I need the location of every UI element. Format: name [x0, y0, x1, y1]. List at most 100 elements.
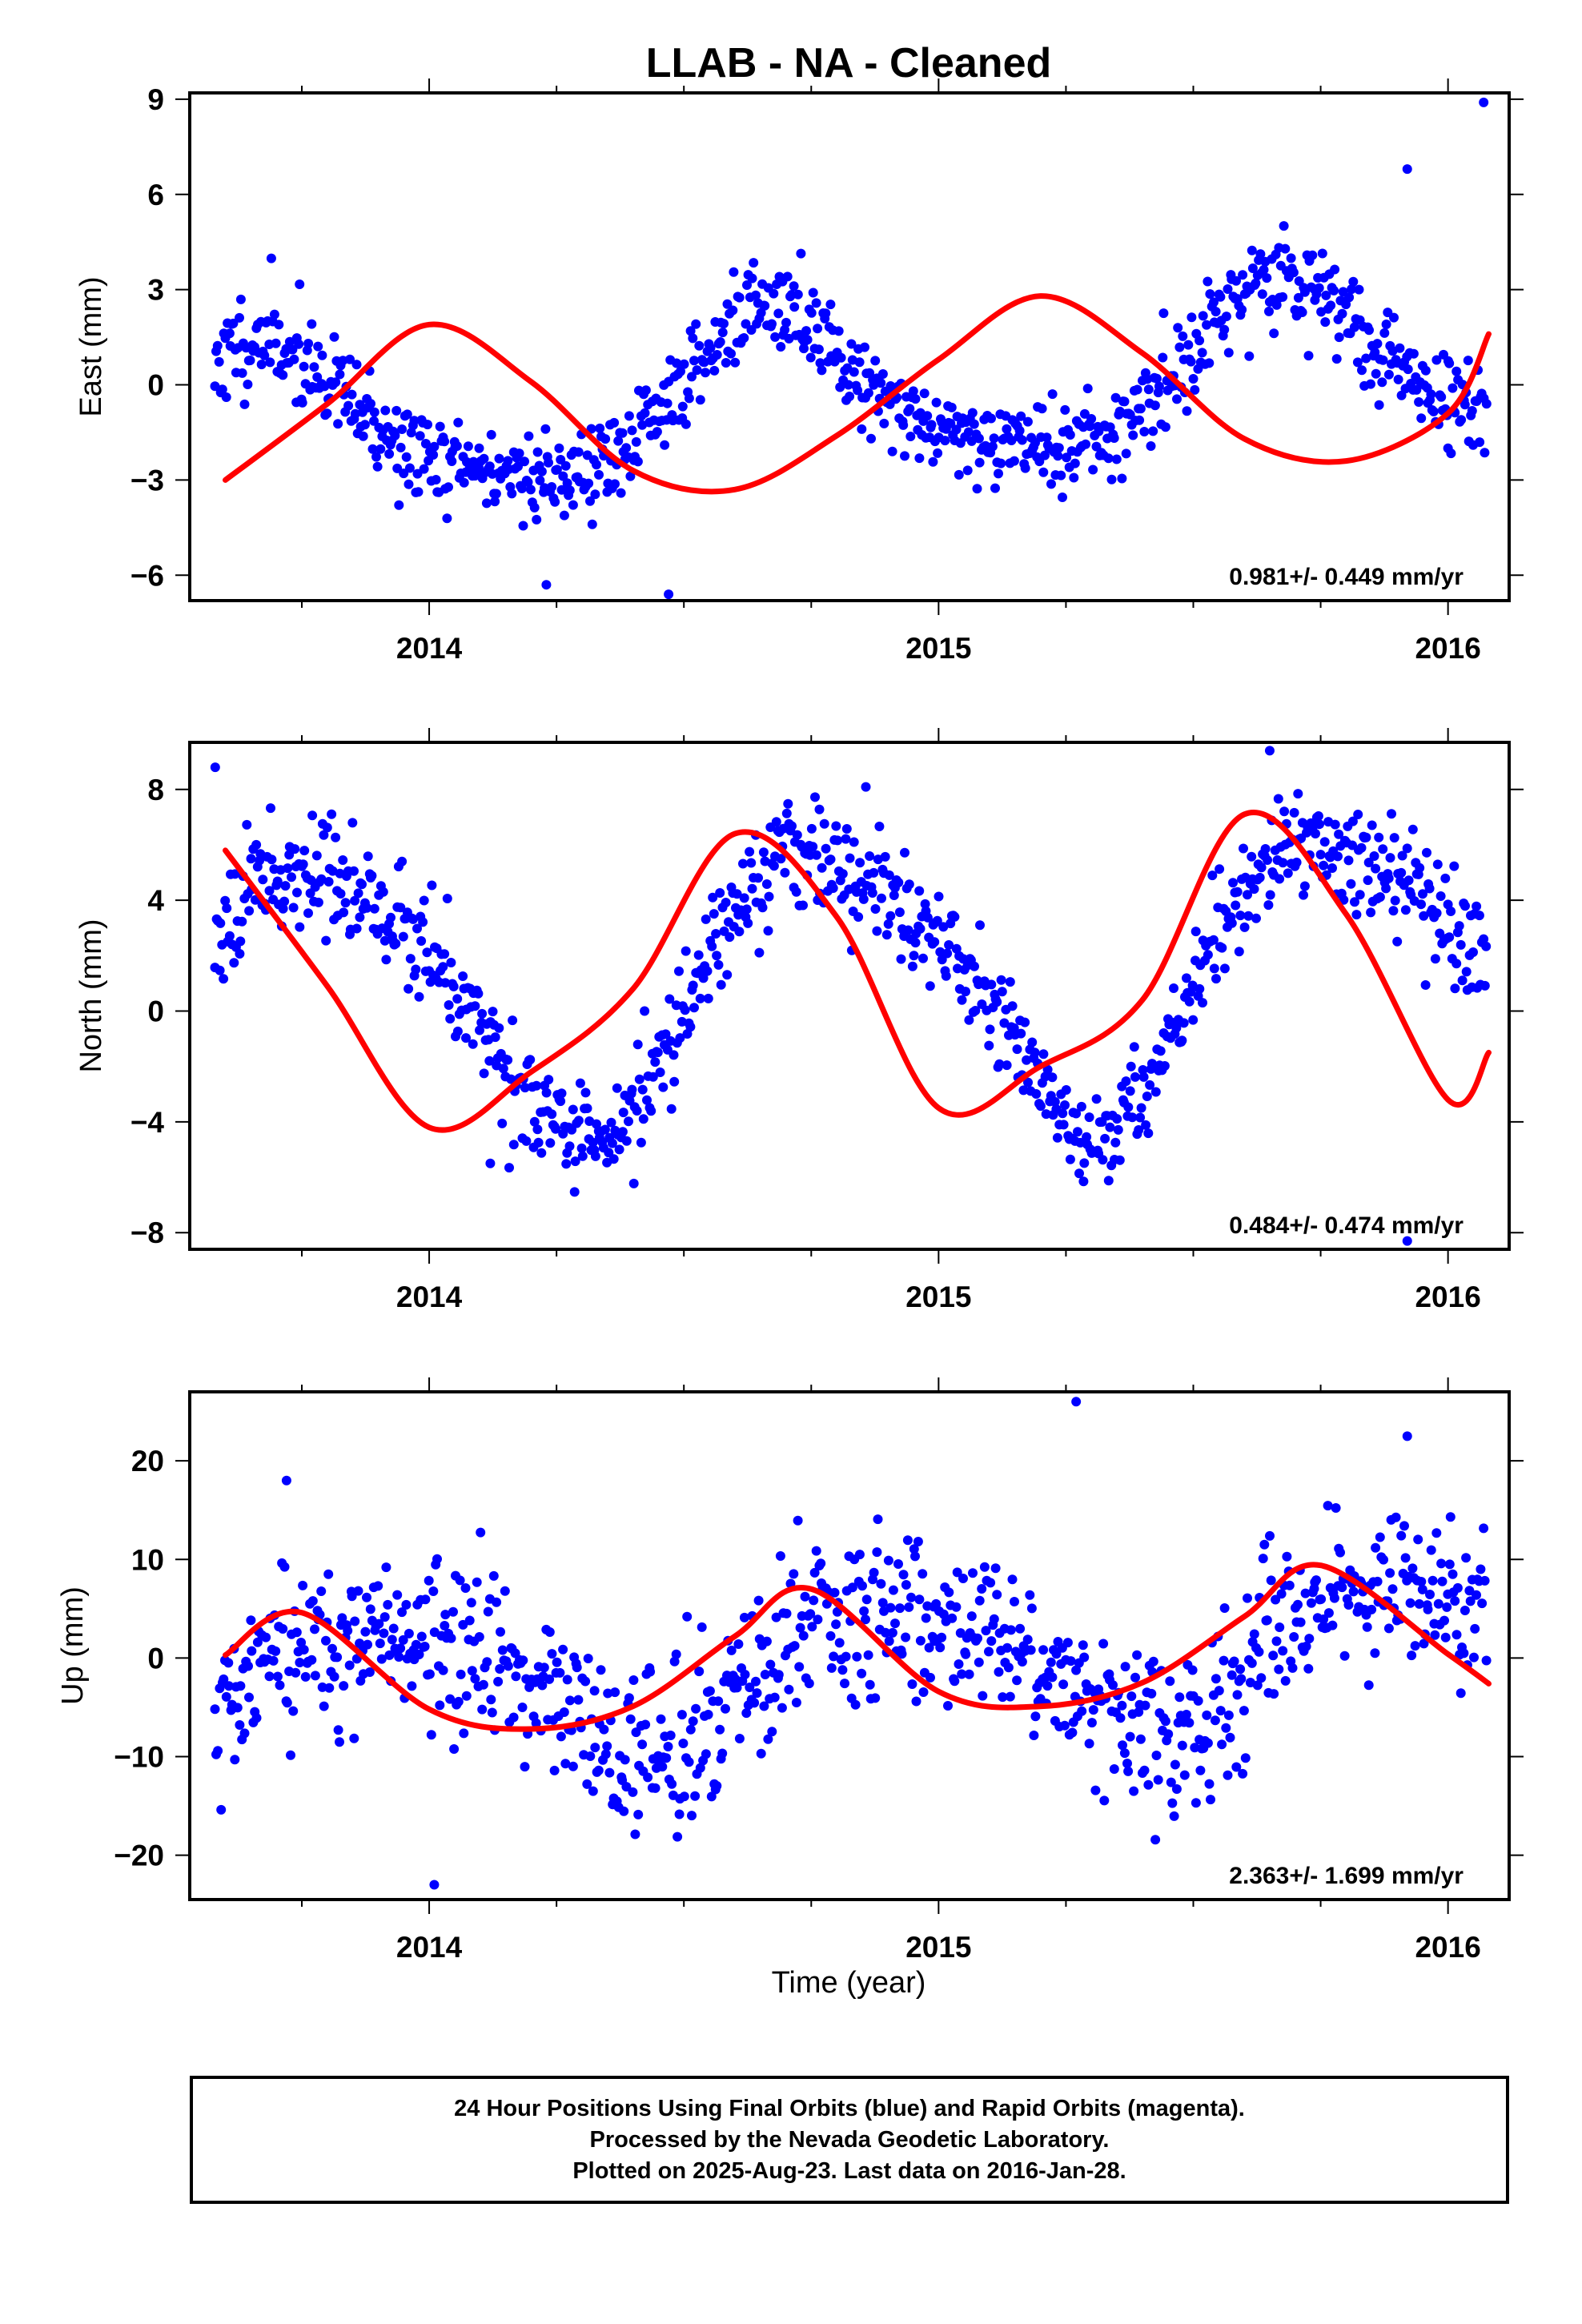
- data-point: [907, 961, 917, 971]
- data-point: [1388, 906, 1399, 916]
- x-tick-label: 2014: [396, 1931, 463, 1964]
- data-point: [379, 1628, 389, 1638]
- data-point: [996, 458, 1006, 468]
- data-point: [807, 1622, 817, 1632]
- data-point: [1300, 1588, 1311, 1598]
- data-point: [769, 288, 779, 299]
- data-point: [1187, 1665, 1198, 1675]
- data-point: [726, 1645, 737, 1655]
- data-point: [347, 389, 357, 400]
- fit-curve: [223, 293, 1492, 495]
- data-point: [228, 318, 239, 328]
- data-point: [883, 919, 893, 929]
- data-point: [926, 1672, 935, 1683]
- data-point: [235, 949, 245, 959]
- data-point: [1279, 806, 1290, 817]
- data-point: [730, 357, 741, 368]
- y-axis-label: East (mm): [74, 276, 108, 416]
- data-point: [556, 485, 567, 495]
- data-point: [1289, 1632, 1299, 1642]
- data-point: [1126, 1691, 1137, 1702]
- data-point: [289, 354, 299, 364]
- data-point: [1202, 320, 1212, 330]
- data-point: [610, 479, 620, 489]
- data-point: [677, 1710, 687, 1720]
- data-point: [834, 1638, 845, 1648]
- data-point: [1186, 356, 1196, 367]
- data-point: [577, 1151, 588, 1161]
- data-point: [521, 1136, 532, 1146]
- data-point: [854, 357, 865, 368]
- data-point: [791, 1698, 801, 1707]
- data-point: [1142, 1092, 1152, 1101]
- data-point: [1352, 357, 1363, 368]
- data-point: [459, 1728, 469, 1739]
- data-point: [602, 1741, 612, 1751]
- data-point: [1135, 1734, 1146, 1744]
- data-point: [558, 1644, 568, 1655]
- data-point: [742, 280, 752, 290]
- data-point: [854, 1550, 865, 1560]
- data-point: [407, 1681, 417, 1691]
- data-point: [1297, 308, 1307, 317]
- data-point: [640, 1719, 651, 1730]
- data-point: [369, 903, 379, 914]
- data-point: [396, 442, 406, 452]
- data-point: [931, 1598, 942, 1609]
- data-point: [402, 409, 412, 420]
- data-point: [721, 358, 731, 368]
- data-point: [743, 918, 753, 928]
- data-point: [1410, 1641, 1420, 1651]
- data-point: [329, 332, 339, 342]
- data-point: [1269, 1689, 1279, 1699]
- data-point: [1323, 1501, 1333, 1511]
- data-point: [793, 1515, 803, 1526]
- data-point: [544, 1627, 555, 1637]
- data-point: [215, 965, 225, 975]
- data-point: [1160, 1716, 1170, 1727]
- data-point: [1169, 1811, 1179, 1821]
- data-point: [739, 333, 749, 343]
- data-point: [708, 892, 718, 903]
- data-point: [741, 1708, 752, 1719]
- data-point: [804, 1679, 814, 1689]
- data-point: [1470, 1623, 1480, 1634]
- data-point: [589, 1686, 600, 1696]
- data-point: [309, 362, 319, 372]
- data-point: [1113, 1124, 1123, 1135]
- footer-line-1: 24 Hour Positions Using Final Orbits (bl…: [454, 2095, 1245, 2121]
- data-point: [468, 1039, 478, 1049]
- data-point: [569, 1187, 580, 1197]
- data-point: [1134, 1125, 1144, 1135]
- data-point: [266, 803, 275, 814]
- data-point: [685, 326, 696, 336]
- data-point: [1452, 366, 1462, 376]
- data-point: [687, 1811, 697, 1821]
- data-point: [917, 1569, 928, 1579]
- data-point: [739, 893, 749, 903]
- data-point: [1413, 1534, 1423, 1545]
- data-point: [1444, 932, 1455, 943]
- data-point: [1252, 1680, 1263, 1691]
- data-point: [1481, 399, 1492, 409]
- data-point: [689, 356, 699, 366]
- x-tick-label: 2016: [1415, 632, 1480, 665]
- data-point: [684, 393, 694, 404]
- data-point: [902, 1535, 913, 1546]
- data-point: [1121, 1076, 1131, 1087]
- data-point: [877, 369, 888, 379]
- data-point: [821, 843, 831, 854]
- data-point: [652, 1047, 663, 1058]
- data-point: [661, 1753, 672, 1763]
- data-point: [1436, 1558, 1447, 1569]
- data-point: [398, 931, 408, 942]
- data-point: [438, 962, 448, 972]
- data-point: [532, 1080, 542, 1091]
- data-point: [488, 1007, 498, 1017]
- data-point: [775, 1551, 785, 1561]
- data-point: [618, 1108, 628, 1118]
- data-point: [1059, 1720, 1070, 1731]
- data-point: [972, 484, 982, 494]
- data-point: [514, 448, 524, 459]
- data-point: [372, 461, 383, 472]
